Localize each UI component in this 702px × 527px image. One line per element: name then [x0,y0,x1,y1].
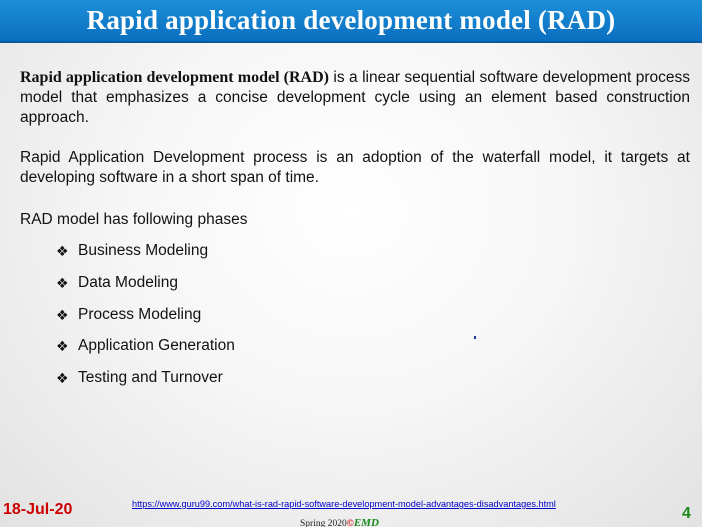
phases-intro: RAD model has following phases [20,211,248,228]
slide-date: 18-Jul-20 [3,501,73,518]
phase-label: Business Modeling [78,242,209,259]
stray-dot [474,336,476,339]
list-item: ❖ Data Modeling [56,273,690,305]
intro-term: Rapid application development model (RAD… [20,69,329,86]
diamond-bullet-icon: ❖ [56,370,69,387]
list-item: ❖ Business Modeling [56,241,690,273]
intro-paragraph: Rapid application development model (RAD… [20,68,690,128]
diamond-bullet-icon: ❖ [56,243,69,259]
slide-content: Rapid application development model (RAD… [20,68,690,400]
source-link[interactable]: https://www.guru99.com/what-is-rad-rapid… [132,499,556,509]
diamond-bullet-icon: ❖ [56,306,69,323]
list-item: ❖ Process Modeling [56,305,690,337]
footer-term: Spring 2020 [300,519,347,527]
diamond-bullet-icon: ❖ [56,338,69,355]
list-item: ❖ Application Generation [56,336,690,368]
intro-text: is a linear sequential software developm… [20,69,691,126]
list-item: ❖ Testing and Turnover [56,368,690,400]
phases-list: ❖ Business Modeling ❖ Data Modeling ❖ Proce… [56,241,690,400]
footer-author: EMD [353,517,379,527]
phase-label: Data Modeling [78,273,178,291]
waterfall-paragraph: Rapid Application Development process is… [20,149,690,186]
phase-label: Process Modeling [78,305,202,323]
title-bar: Rapid application development model (RAD… [0,0,702,43]
phase-label: Testing and Turnover [78,369,223,387]
footer-brand: Spring 2020©EMD [300,517,379,527]
diamond-bullet-icon: ❖ [56,274,69,291]
phase-label: Application Generation [78,337,235,355]
slide-title: Rapid application development model (RAD… [86,5,616,35]
copyright-symbol: © [346,519,354,527]
page-number: 4 [682,505,691,522]
